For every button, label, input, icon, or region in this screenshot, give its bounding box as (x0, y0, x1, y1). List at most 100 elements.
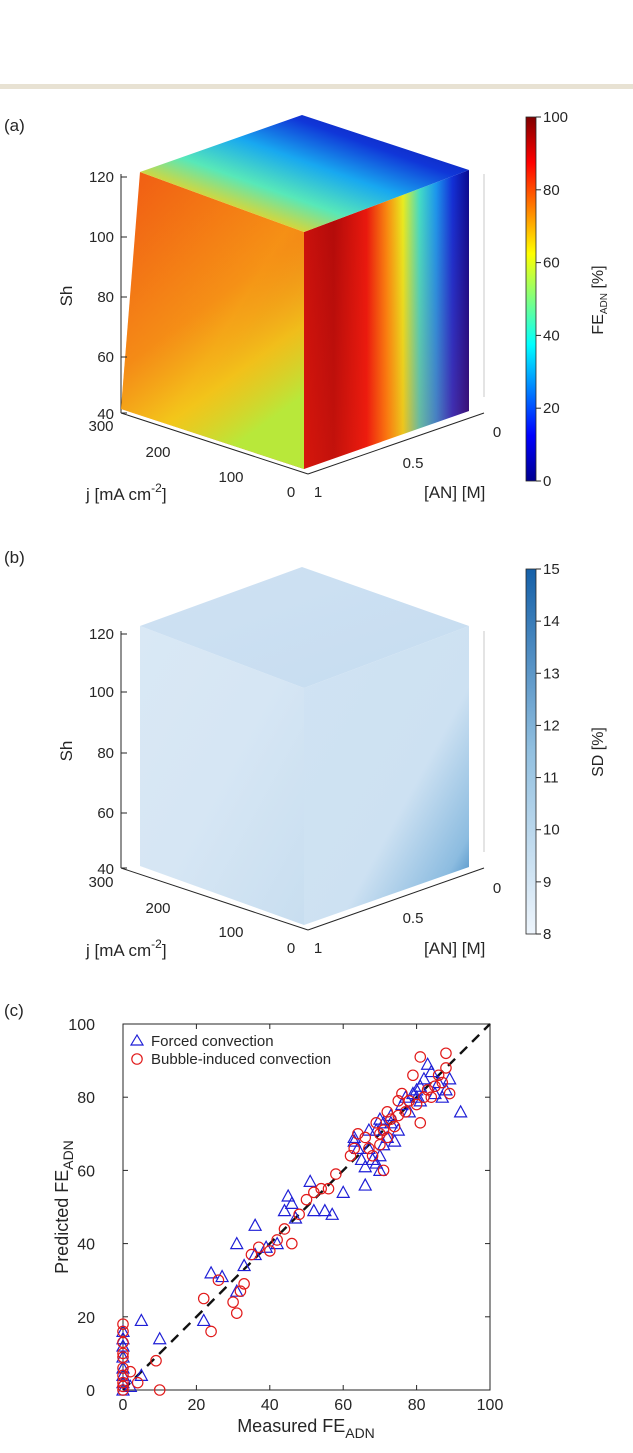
forced-convection-point (215, 1269, 230, 1283)
x-tick-label: 100 (477, 1397, 504, 1414)
panel-b-j-tick-label: 100 (218, 924, 243, 941)
panel-c: (c) 0 20 40 60 80 100 0 20 40 60 80 100 Forced conv… (4, 1001, 503, 1441)
bubble-convection-point (403, 1095, 416, 1107)
bubble-convection-point (205, 1325, 217, 1338)
forced-convection-point (229, 1283, 244, 1297)
panel-a-j-tick-label: 100 (218, 469, 243, 486)
bubble-convection-point (407, 1069, 419, 1082)
panel-a-left-face-shade (121, 172, 304, 469)
bubble-convection-point (377, 1164, 390, 1177)
bubble-convection-point (271, 1234, 283, 1246)
forced-convection-point (358, 1159, 373, 1173)
bubble-convection-point (381, 1106, 394, 1118)
bubble-convection-point (330, 1168, 342, 1180)
forced-convection-point (369, 1122, 384, 1136)
forced-convection-point (347, 1130, 362, 1144)
forced-convection-point (196, 1313, 211, 1327)
panel-b-left-face (140, 626, 304, 925)
panel-b-colorbar (525, 568, 537, 935)
panel-b-j-tick-label: 300 (88, 874, 113, 891)
panel-c-y-label: Predicted FEADN (52, 1140, 76, 1274)
panel-b-z-ticks: 120 100 80 60 40 (89, 626, 127, 878)
bubble-convection-point (392, 1095, 405, 1107)
panel-a-colorbar (525, 116, 537, 482)
forced-convection-point (372, 1163, 387, 1177)
panel-b-z-label: Sh (57, 741, 76, 762)
bubble-convection-point (392, 1109, 405, 1122)
bubble-convection-point (359, 1131, 372, 1144)
bubble-convection-point (245, 1248, 258, 1261)
bubble-convection-point (227, 1296, 239, 1308)
panel-b-z-tick-label: 100 (89, 684, 114, 701)
forced-convection-point (134, 1313, 149, 1327)
bubble-convection-point (377, 1124, 390, 1136)
panel-b-colorbar-label: SD [%] (590, 727, 607, 777)
panel-b-colorbar-tick-label: 8 (543, 926, 551, 943)
bubble-convection-point (363, 1142, 375, 1155)
panel-a-colorbar-ticks: 0 20 40 60 80 100 (536, 109, 568, 490)
forced-convection-point (134, 1368, 149, 1381)
panel-a-z-ticks: 120 100 80 60 40 (89, 169, 127, 423)
bubble-convection-point (374, 1128, 386, 1140)
forced-convection-point (347, 1133, 362, 1147)
panel-c-legend: Forced convection Bubble-induced convect… (129, 1033, 331, 1068)
panel-b-tag: (b) (4, 548, 25, 567)
panel-b-an-tick-label: 0 (493, 880, 501, 897)
panel-a-colorbar-tick-label: 60 (543, 255, 560, 272)
forced-convection-point (453, 1104, 468, 1118)
bubble-convection-point (238, 1278, 250, 1290)
bubble-convection-point (385, 1113, 397, 1125)
panel-a-colorbar-tick-label: 80 (543, 182, 560, 199)
bubble-convection-point (286, 1237, 298, 1250)
forced-convection-point (237, 1258, 252, 1272)
legend-forced-label: Forced convection (151, 1033, 274, 1050)
panel-b-colorbar-ticks: 8 9 10 11 12 13 14 15 (536, 561, 560, 943)
bubble-convection-point (436, 1076, 449, 1089)
panel-b-z-tick-label: 40 (97, 861, 114, 878)
legend-circle-icon (131, 1053, 143, 1065)
bubble-convection-point (308, 1186, 320, 1199)
forced-convection-point (281, 1188, 296, 1202)
bubble-convection-point (429, 1080, 441, 1093)
panel-a-an-tick-label: 1 (314, 484, 322, 501)
panel-b-j-label: j [mA cm-2] (85, 937, 167, 960)
forced-convection-point (416, 1071, 431, 1085)
panel-b-colorbar-tick-label: 10 (543, 822, 560, 839)
panel-a-z-tick-label: 100 (89, 229, 114, 246)
bubble-convection-point (150, 1354, 162, 1367)
bubble-convection-point (278, 1223, 291, 1235)
bubble-convection-point (117, 1384, 129, 1396)
panel-a-j-tick-label: 0 (287, 484, 295, 501)
forced-convection-point (115, 1338, 131, 1352)
bubble-convection-point (117, 1325, 129, 1338)
forced-convection-point (152, 1331, 167, 1345)
forced-convection-point (259, 1240, 274, 1253)
forced-convection-point (372, 1148, 387, 1162)
panel-a-colorbar-tick-label: 20 (543, 400, 560, 417)
panel-a-an-tick-label: 0 (493, 424, 501, 441)
bubble-convection-point (263, 1245, 276, 1257)
panel-b-j-tick-label: 200 (145, 900, 170, 917)
panel-a-colorbar-tick-label: 100 (543, 109, 568, 126)
forced-convection-point (248, 1218, 263, 1231)
bubble-convection-point (322, 1182, 335, 1195)
bubble-convection-point (234, 1285, 247, 1297)
forced-convection-point (270, 1236, 285, 1250)
legend-bubble-label: Bubble-induced convection (151, 1051, 331, 1068)
panel-b-an-tick-label: 1 (314, 940, 322, 957)
bubble-convection-point (348, 1142, 361, 1155)
panel-a: (a) 120 100 80 60 40 Sh 300 2 (4, 109, 610, 504)
panel-b-colorbar-tick-label: 13 (543, 665, 560, 682)
forced-convection-point (413, 1078, 428, 1092)
panel-b-j-ticks: 300 200 100 0 (88, 874, 295, 957)
panel-a-an-tick-label: 0.5 (403, 455, 424, 472)
bubble-convection-point (344, 1149, 357, 1162)
panel-b-colorbar-tick-label: 15 (543, 561, 560, 578)
panel-b-z-tick-label: 60 (97, 805, 114, 822)
panel-b-top-face (140, 567, 469, 688)
y-tick-label: 0 (86, 1383, 95, 1400)
panel-a-tag: (a) (4, 116, 25, 135)
bubble-convection-point (117, 1318, 129, 1330)
bubble-convection-point (396, 1087, 408, 1100)
forced-convection-point (288, 1210, 303, 1224)
